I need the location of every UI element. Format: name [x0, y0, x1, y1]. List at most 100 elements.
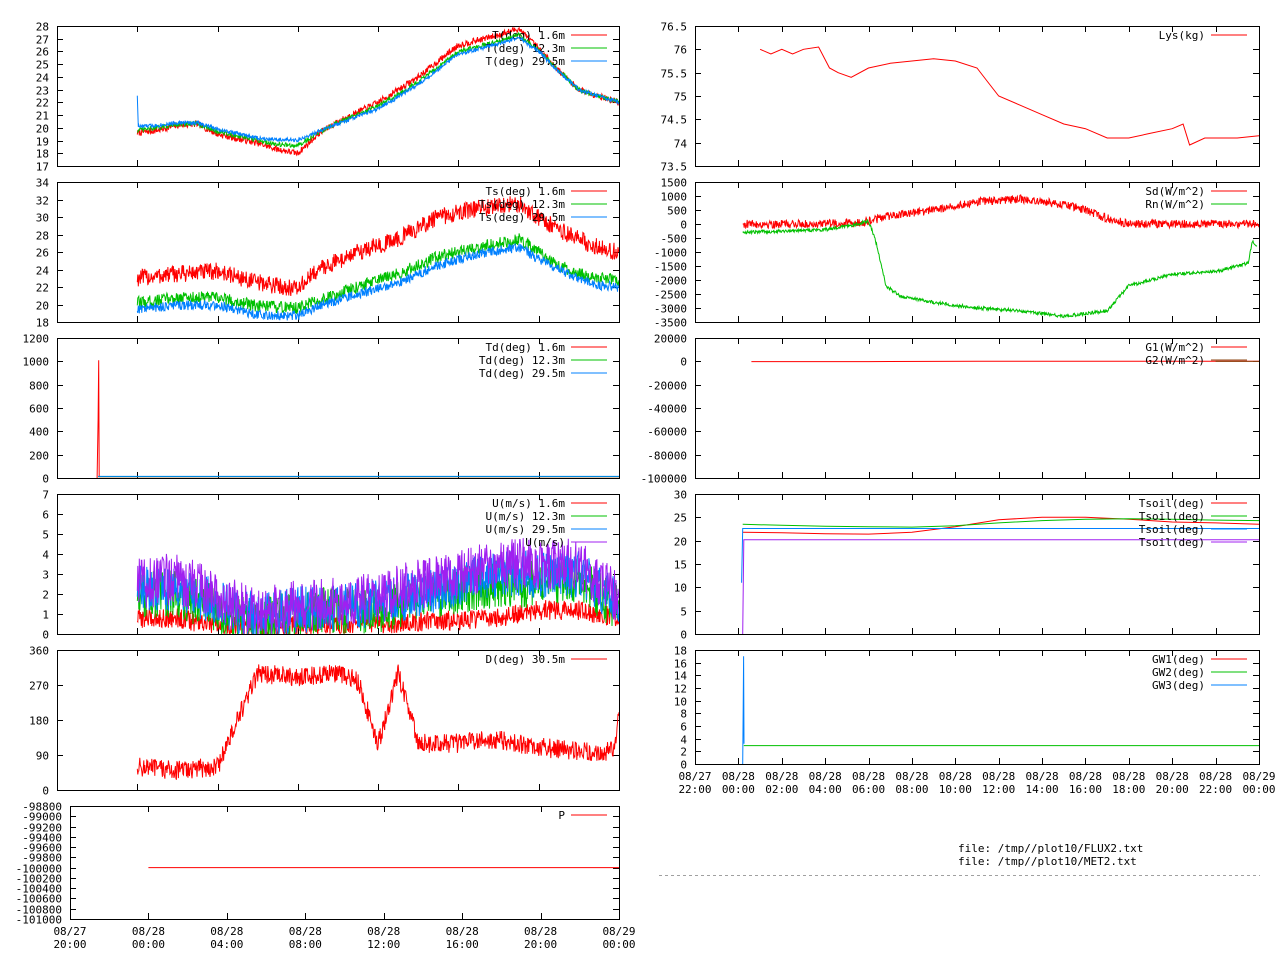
series-line [136, 538, 619, 634]
right-x-label-time: 20:00 [1156, 783, 1189, 796]
series-line [136, 36, 619, 143]
y-tick-label: 27 [36, 34, 49, 47]
chart-lysimeter: 73.5 74 74.5 75 75.5 76 76.5 Lys(kg) [661, 21, 1260, 174]
file-info: file: /tmp//plot10/FLUX2.txt file: /tmp/… [958, 842, 1143, 868]
left-x-label-date: 08/28 [524, 925, 557, 938]
y-tick-label: 600 [29, 403, 49, 416]
y-tick-label: -500 [661, 233, 688, 246]
left-x-label-date: 08/28 [210, 925, 243, 938]
y-tick-label: 73.5 [661, 161, 688, 174]
legend-label: T(deg) 1.6m [492, 29, 565, 42]
series-line [136, 233, 619, 314]
y-tick-label: -2000 [654, 275, 687, 288]
y-tick-label: -100000 [16, 863, 62, 876]
right-x-label-time: 02:00 [765, 783, 798, 796]
legend-label: Ts(deg) 12.3m [479, 198, 565, 211]
y-tick-label: 0 [42, 629, 49, 642]
plot-frame [695, 26, 1260, 167]
y-tick-label: 19 [36, 136, 49, 149]
series-line [742, 539, 1259, 634]
y-tick-label: -100200 [16, 873, 62, 886]
y-tick-label: 22 [36, 97, 49, 110]
left-x-label-date: 08/28 [446, 925, 479, 938]
left-x-label-time: 08:00 [289, 938, 322, 951]
y-tick-label: 20 [36, 300, 49, 313]
y-tick-label: 4 [680, 734, 687, 747]
y-tick-label: 20 [674, 536, 687, 549]
legend-label: T(deg) 29.5m [486, 55, 566, 68]
right-x-label-date: 08/28 [765, 770, 798, 783]
left-x-label-time: 20:00 [524, 938, 557, 951]
series-line [742, 518, 1259, 528]
left-x-label-date: 08/29 [602, 925, 635, 938]
plot-frame [695, 650, 1260, 765]
y-tick-label: 12 [674, 683, 687, 696]
y-tick-label: 32 [36, 195, 49, 208]
legend-label: Td(deg) 12.3m [479, 354, 565, 367]
plot-frame [70, 806, 620, 920]
y-tick-label: 26 [36, 247, 49, 260]
legend-label: U(m/s) 1.6m [492, 497, 565, 510]
y-tick-label: 18 [674, 645, 687, 658]
series-line [136, 242, 619, 321]
legend-label: Tsoil(deg) [1139, 510, 1205, 523]
right-x-label-date: 08/28 [1069, 770, 1102, 783]
left-x-label-time: 12:00 [367, 938, 400, 951]
y-tick-label: 1000 [23, 356, 50, 369]
y-tick-label: 3 [42, 569, 49, 582]
y-tick-label: -40000 [647, 403, 687, 416]
y-tick-label: -100000 [641, 473, 687, 486]
right-x-label-date: 08/28 [722, 770, 755, 783]
right-x-label-time: 22:00 [1199, 783, 1232, 796]
left-x-label-time: 04:00 [210, 938, 243, 951]
series-line [759, 46, 1259, 146]
y-tick-label: -100600 [16, 893, 62, 906]
left-x-label-date: 08/27 [53, 925, 86, 938]
right-x-label-time: 08:00 [895, 783, 928, 796]
y-tick-label: 4 [42, 549, 49, 562]
legend-label: U(m/s) [525, 536, 565, 549]
y-tick-label: -1000 [654, 247, 687, 260]
y-tick-label: 1 [42, 609, 49, 622]
y-tick-label: -80000 [647, 450, 687, 463]
right-x-label-date: 08/28 [1199, 770, 1232, 783]
legend-label: G1(W/m^2) [1145, 341, 1205, 354]
y-tick-label: 0 [680, 356, 687, 369]
y-tick-label: 6 [680, 721, 687, 734]
y-tick-label: 1500 [661, 177, 688, 190]
left-x-label-time: 20:00 [53, 938, 86, 951]
y-tick-label: 180 [29, 715, 49, 728]
y-tick-label: -99800 [22, 852, 62, 865]
y-tick-label: 17 [36, 161, 49, 174]
legend-label: Tsoil(deg) [1139, 536, 1205, 549]
series-line [742, 194, 1259, 230]
y-tick-label: 22 [36, 282, 49, 295]
y-tick-label: 30 [36, 212, 49, 225]
y-tick-label: 28 [36, 21, 49, 34]
y-tick-label: 6 [42, 509, 49, 522]
left-x-label-date: 08/28 [367, 925, 400, 938]
y-tick-label: 7 [42, 489, 49, 502]
y-tick-label: -2500 [654, 289, 687, 302]
series-line [136, 196, 619, 297]
y-tick-label: 500 [667, 205, 687, 218]
y-tick-label: 20000 [654, 333, 687, 346]
y-tick-label: -1500 [654, 261, 687, 274]
y-tick-label: -60000 [647, 426, 687, 439]
file-info-met: file: /tmp//plot10/MET2.txt [958, 855, 1137, 868]
y-tick-label: 1200 [23, 333, 50, 346]
y-tick-label: -99000 [22, 811, 62, 824]
y-tick-label: 21 [36, 110, 49, 123]
y-tick-label: -100800 [16, 904, 62, 917]
y-tick-label: -20000 [647, 380, 687, 393]
series-line [742, 516, 1259, 535]
y-tick-label: 360 [29, 645, 49, 658]
y-tick-label: 14 [674, 670, 688, 683]
y-tick-label: 74 [674, 138, 688, 151]
y-tick-label: -100400 [16, 883, 62, 896]
legend-label: T(deg) 12.3m [486, 42, 566, 55]
legend-label: Ts(deg) 1.6m [486, 185, 566, 198]
plot-frame [57, 26, 620, 167]
right-x-label-time: 10:00 [939, 783, 972, 796]
